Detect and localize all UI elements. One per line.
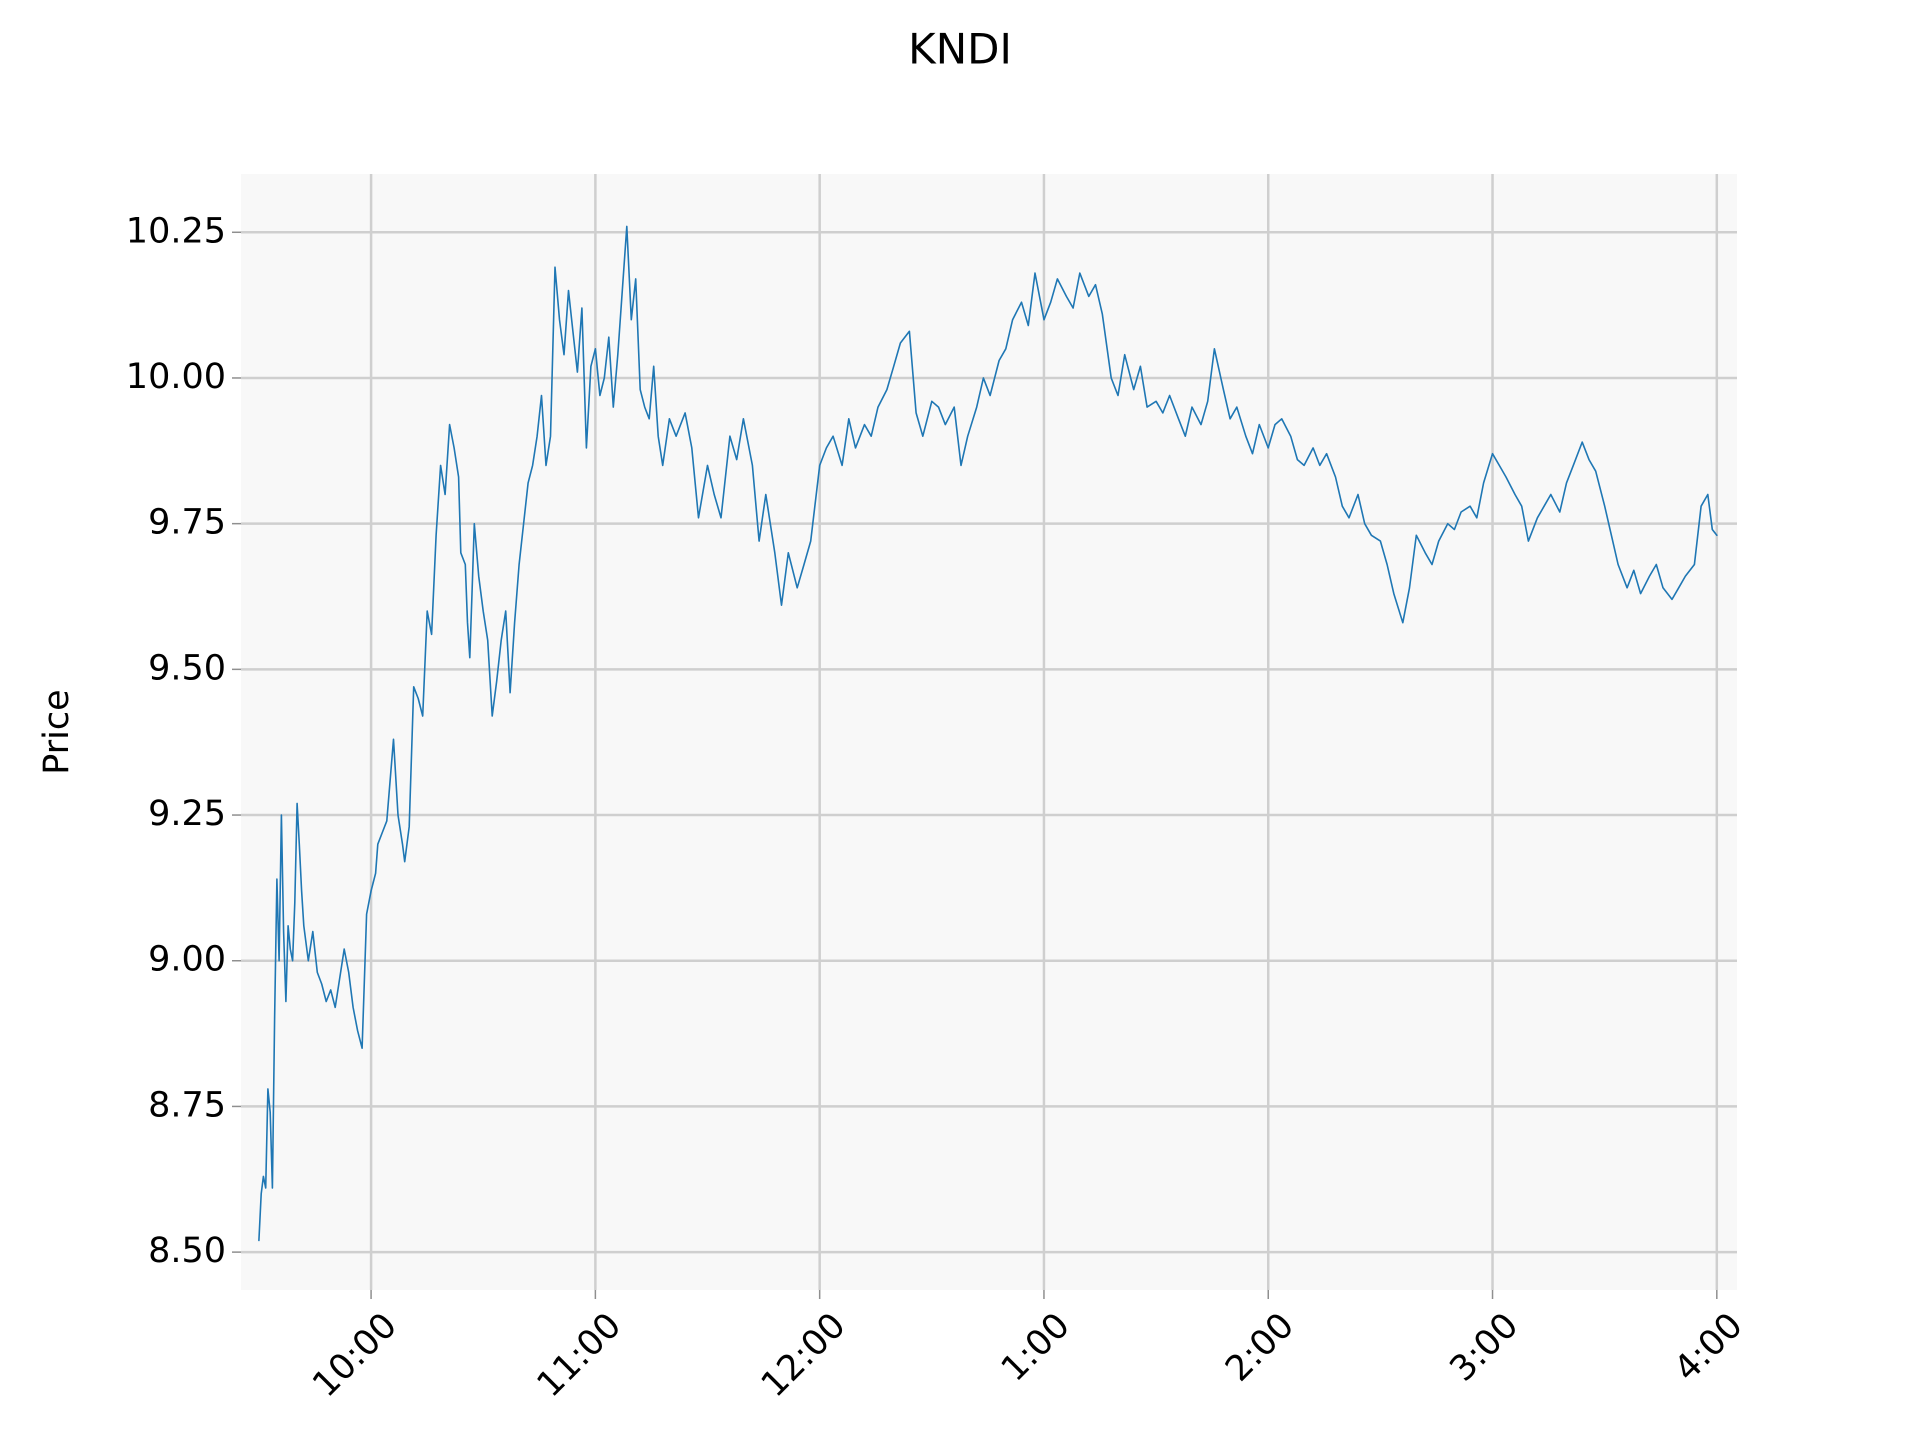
y-tick-label: 9.00 [148,940,226,980]
price-line-series [258,225,1718,1242]
y-tick-label: 10.25 [126,211,226,251]
y-tick-label: 8.75 [148,1085,226,1125]
y-tick-label: 9.25 [148,794,226,834]
y-tick-label: 9.50 [148,648,226,688]
y-tick-label: 10.00 [126,357,226,397]
y-tick-label: 9.75 [148,503,226,543]
chart-title: KNDI [908,25,1012,74]
plot-area [241,174,1737,1290]
y-axis-label: Price [37,689,77,774]
series-layer [258,225,1718,1242]
y-tick-label: 8.50 [148,1231,226,1271]
grid-lines [241,174,1737,1290]
